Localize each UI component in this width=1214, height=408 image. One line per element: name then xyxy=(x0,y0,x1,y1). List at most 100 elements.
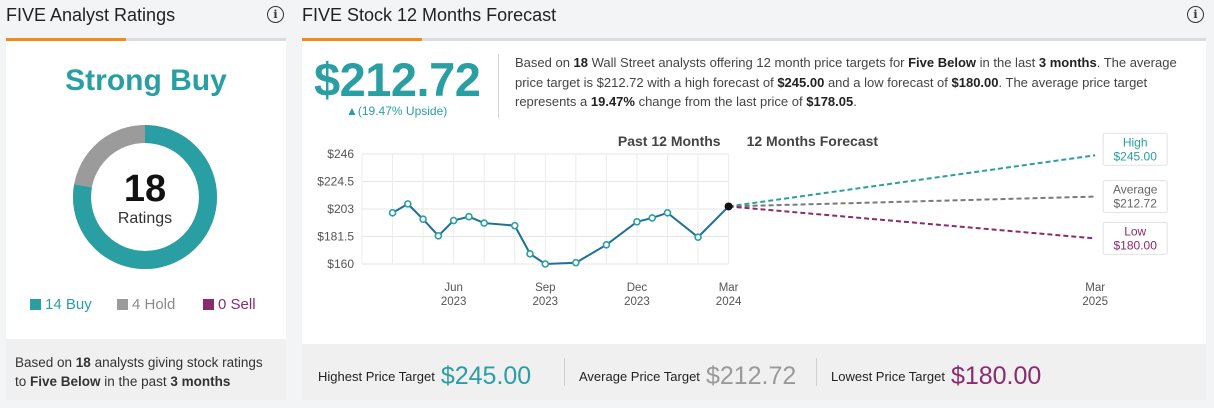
ratings-count: 18 xyxy=(123,168,167,210)
highest-target: Highest Price Target $245.00 xyxy=(318,362,531,391)
desc-text: and a low forecast of xyxy=(824,74,952,90)
legend-hold: 4 Hold xyxy=(117,296,175,313)
legend-sell-label: 0 Sell xyxy=(218,296,256,313)
info-icon[interactable]: i xyxy=(1187,6,1204,23)
price-point xyxy=(419,215,427,224)
divider xyxy=(498,54,499,118)
forecast-description: Based on 18 Wall Street analysts offerin… xyxy=(515,53,1195,112)
price-point xyxy=(572,258,580,267)
price-point xyxy=(449,216,458,225)
ratings-card: Strong Buy 18 Ratings 14 Buy 4 Hold 0 Se… xyxy=(6,38,286,400)
footer-divider xyxy=(816,358,817,386)
ratings-donut xyxy=(73,125,217,269)
highest-target-value: $245.00 xyxy=(440,362,532,390)
forecast-high-line xyxy=(728,154,1096,208)
forecast-accent-track xyxy=(302,38,1206,41)
ratings-count-label: Ratings xyxy=(117,210,173,227)
price-point xyxy=(388,209,397,217)
past-period-label: Past 12 Months xyxy=(618,133,721,149)
forecast-low-box xyxy=(1102,221,1168,255)
x-tick-month: Dec xyxy=(627,282,648,294)
summary-text: Based on xyxy=(15,355,76,370)
ratings-panel-title: FIVE Analyst Ratings xyxy=(6,5,176,25)
y-tick-label: $203 xyxy=(327,202,354,216)
forecast-average-line xyxy=(728,195,1096,208)
price-point xyxy=(541,260,550,268)
price-point xyxy=(465,212,473,221)
desc-text: change from the last price of xyxy=(634,94,807,109)
forecast-average-value: $212.72 xyxy=(1114,197,1158,211)
summary-period: 3 months xyxy=(170,374,231,389)
consensus-rating: Strong Buy xyxy=(65,64,227,97)
ratings-accent-track xyxy=(6,38,286,41)
desc-text: . The average price target is $212.72 wi… xyxy=(515,55,1177,90)
desc-text: Wall Street analysts offering 12 month p… xyxy=(588,55,909,70)
y-tick-label: $181.5 xyxy=(317,230,354,244)
highest-target-label: Highest Price Target xyxy=(318,369,435,384)
forecast-chart: $246 $224.5 $203 $181.5 $160 Past 12 Months 12… xyxy=(317,132,1168,308)
ratings-summary: Based on 18 analysts giving stock rating… xyxy=(6,339,286,400)
price-point xyxy=(526,249,534,258)
y-tick-label: $246 xyxy=(327,147,354,161)
forecast-low-line xyxy=(728,205,1096,240)
info-icon[interactable]: i xyxy=(267,6,284,23)
forecast-card: $212.72 ▲(19.47% Upside) Based on 18 Wal… xyxy=(302,38,1206,400)
hold-swatch xyxy=(117,299,128,310)
lowest-target-label: Lowest Price Target xyxy=(831,369,945,384)
x-tick-year: 2023 xyxy=(533,296,559,308)
forecast-high-value: $245.00 xyxy=(1114,149,1158,163)
x-tick-month: Jun xyxy=(444,282,463,294)
legend-buy: 14 Buy xyxy=(30,296,92,313)
y-tick-label: $160 xyxy=(327,257,354,271)
desc-low: $180.00 xyxy=(951,74,999,90)
forecast-accent-bar xyxy=(302,38,422,41)
desc-high: $245.00 xyxy=(777,74,825,90)
legend-hold-label: 4 Hold xyxy=(132,296,176,313)
x-tick-year: 2024 xyxy=(716,296,742,308)
desc-analyst-count: 18 xyxy=(573,55,589,70)
ratings-accent-bar xyxy=(6,38,126,41)
legend-sell: 0 Sell xyxy=(203,296,256,313)
price-history-line xyxy=(392,202,730,266)
x-tick-year: 2023 xyxy=(624,296,650,308)
y-tick-label: $224.5 xyxy=(317,175,354,189)
average-price-target: $212.72 xyxy=(314,53,481,106)
forecast-high-label: High xyxy=(1123,135,1148,149)
x-tick-month: Mar xyxy=(719,282,739,294)
buy-swatch xyxy=(30,299,41,310)
summary-text: in the past xyxy=(100,374,171,389)
price-point xyxy=(480,219,488,227)
lowest-target: Lowest Price Target $180.00 xyxy=(831,362,1041,391)
forecast-high-box xyxy=(1102,132,1168,166)
summary-company: Five Below xyxy=(30,374,101,389)
average-target-value: $212.72 xyxy=(705,362,797,390)
summary-text: analysts giving stock ratings to xyxy=(15,355,263,389)
x-tick-month: Sep xyxy=(535,282,555,294)
forecast-average-label: Average xyxy=(1113,183,1158,197)
price-point xyxy=(694,233,702,241)
x-tick-month: Mar xyxy=(1085,282,1105,294)
desc-last-price: $178.05 xyxy=(806,94,854,109)
desc-text: . The average price target represents a xyxy=(515,74,1148,110)
price-point xyxy=(602,241,611,249)
summary-count: 18 xyxy=(75,355,91,370)
x-tick-year: 2025 xyxy=(1082,296,1108,308)
x-tick-year: 2023 xyxy=(441,296,467,308)
forecast-average-box xyxy=(1102,180,1168,214)
average-target-label: Average Price Target xyxy=(579,369,700,384)
donut-buy-segment xyxy=(73,125,217,269)
desc-text: Based on xyxy=(515,55,574,70)
price-point xyxy=(510,221,519,230)
price-point xyxy=(663,209,672,217)
lowest-target-value: $180.00 xyxy=(950,362,1042,390)
legend-buy-label: 14 Buy xyxy=(45,296,92,313)
upside-percent: ▲(19.47% Upside) xyxy=(346,104,448,118)
desc-change: 19.47% xyxy=(590,94,635,109)
desc-text: in the last xyxy=(976,55,1039,70)
price-point xyxy=(434,232,443,240)
footer-divider xyxy=(564,358,565,386)
price-point xyxy=(648,214,657,222)
last-price-point xyxy=(724,202,733,211)
forecast-period-label: 12 Months Forecast xyxy=(747,133,879,149)
forecast-low-value: $180.00 xyxy=(1114,238,1158,252)
